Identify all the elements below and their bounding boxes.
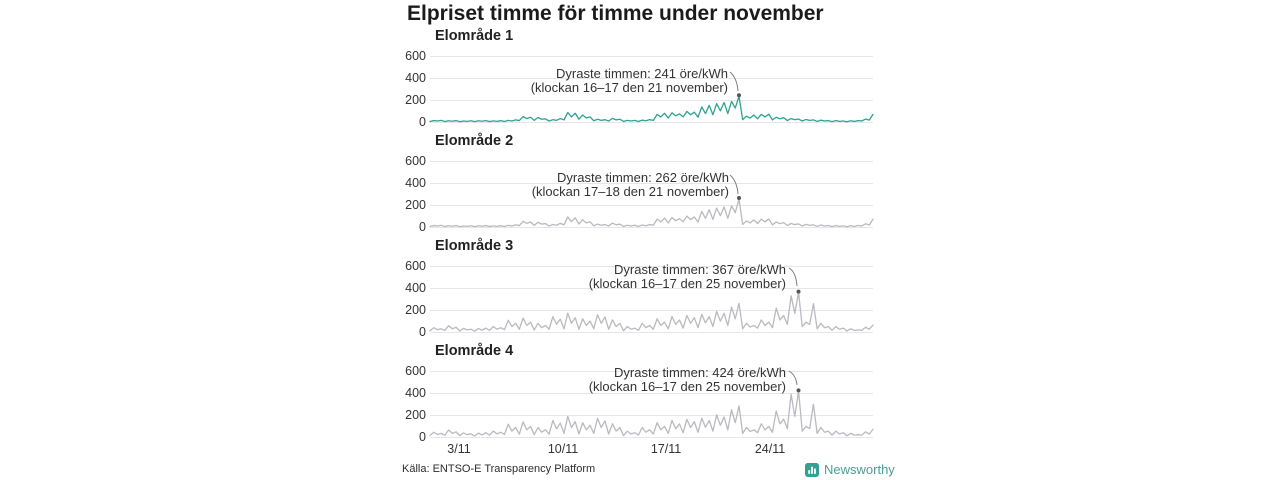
y-axis-label: 600 (405, 259, 426, 273)
annotation: Dyraste timmen: 424 öre/kWh (klockan 16–… (589, 366, 786, 393)
annotation-line1: Dyraste timmen: 424 öre/kWh (614, 365, 786, 380)
y-axis-label: 200 (405, 198, 426, 212)
gridline (430, 393, 873, 394)
panel-elomrade-2: Elområde 2 600 400 200 0 Dyraste timmen:… (0, 105, 1280, 240)
panel-elomrade-3: Elområde 3 600 400 200 0 Dyraste timmen:… (0, 210, 1280, 345)
annotation-line2: (klockan 16–17 den 25 november) (588, 378, 786, 394)
annotation-line2: (klockan 17–18 den 21 november) (531, 183, 729, 199)
gridline (430, 122, 873, 123)
x-axis-label: 10/11 (547, 442, 579, 456)
y-axis-label: 0 (419, 115, 426, 129)
gridline (430, 332, 873, 333)
price-line (430, 292, 873, 331)
y-axis-label: 600 (405, 49, 426, 63)
y-axis-label: 200 (405, 303, 426, 317)
gridline (430, 100, 873, 101)
gridline (430, 437, 873, 438)
y-axis-label: 400 (405, 386, 426, 400)
newsworthy-brand: Newsworthy (805, 462, 895, 477)
panel-elomrade-4: Elområde 4 600 400 200 0 Dyraste timmen:… (0, 315, 1280, 450)
price-line (430, 391, 873, 436)
y-axis-label: 400 (405, 71, 426, 85)
annotation-line2: (klockan 16–17 den 21 november) (530, 79, 728, 95)
panel-title: Elområde 1 (435, 28, 514, 44)
price-line-chart (430, 155, 873, 228)
gridline (430, 205, 873, 206)
x-axis-label: 24/11 (754, 442, 786, 456)
y-axis-label: 600 (405, 364, 426, 378)
price-line-chart (430, 260, 873, 333)
gridline (430, 161, 873, 162)
gridline (430, 415, 873, 416)
source-note: Källa: ENTSO-E Transparency Platform (402, 463, 596, 475)
brand-name: Newsworthy (824, 462, 895, 477)
price-line (430, 96, 873, 121)
price-line-chart (430, 365, 873, 438)
y-axis-label: 0 (419, 220, 426, 234)
newsworthy-logo-icon (805, 462, 819, 477)
gridline (430, 266, 873, 267)
y-axis-label: 200 (405, 93, 426, 107)
y-axis-label: 0 (419, 325, 426, 339)
panel-elomrade-1: Elområde 1 600 400 200 0 Dyraste timmen:… (0, 0, 1280, 135)
x-axis-label: 17/11 (650, 442, 682, 456)
gridline (430, 78, 873, 79)
gridline (430, 310, 873, 311)
chart-title: Elpriset timme för timme under november (407, 2, 824, 25)
annotation-line1: Dyraste timmen: 241 öre/kWh (556, 66, 728, 81)
annotation-line1: Dyraste timmen: 367 öre/kWh (614, 262, 786, 277)
annotation-line2: (klockan 16–17 den 25 november) (588, 275, 786, 291)
y-axis-label: 0 (419, 430, 426, 444)
price-line (430, 199, 873, 227)
panel-title: Elområde 3 (435, 238, 514, 254)
x-axis-label: 3/11 (447, 442, 471, 456)
y-axis-label: 400 (405, 281, 426, 295)
annotation: Dyraste timmen: 367 öre/kWh (klockan 16–… (589, 263, 786, 290)
y-axis-label: 200 (405, 408, 426, 422)
gridline (430, 183, 873, 184)
panel-title: Elområde 2 (435, 133, 514, 149)
y-axis-label: 400 (405, 176, 426, 190)
annotation: Dyraste timmen: 262 öre/kWh (klockan 17–… (532, 171, 729, 198)
gridline (430, 288, 873, 289)
y-axis-label: 600 (405, 154, 426, 168)
annotation: Dyraste timmen: 241 öre/kWh (klockan 16–… (531, 67, 728, 94)
panel-title: Elområde 4 (435, 343, 514, 359)
gridline (430, 227, 873, 228)
gridline (430, 56, 873, 57)
annotation-line1: Dyraste timmen: 262 öre/kWh (557, 170, 729, 185)
price-line-chart (430, 50, 873, 123)
gridline (430, 371, 873, 372)
